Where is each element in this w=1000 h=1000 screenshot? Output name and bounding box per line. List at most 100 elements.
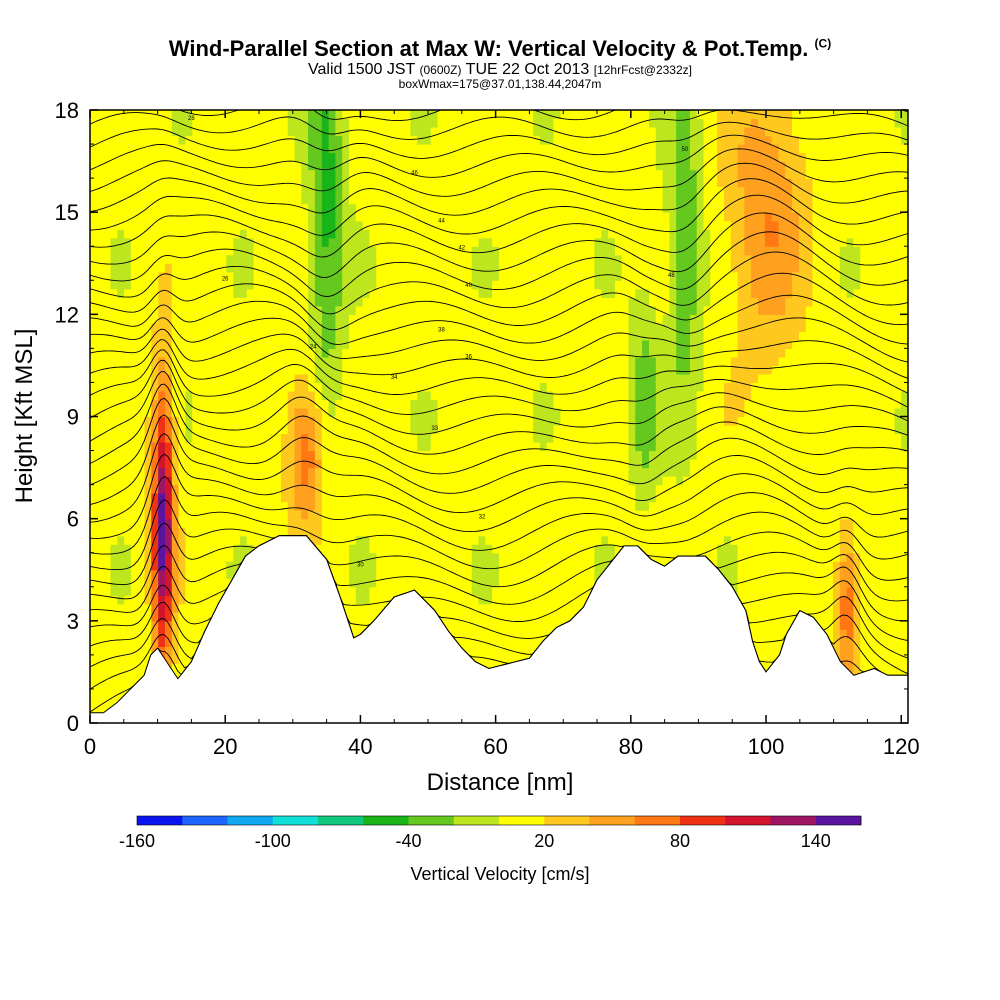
heat-cell	[471, 391, 480, 401]
heat-cell	[199, 382, 207, 392]
heat-cell	[376, 399, 384, 409]
heat-cell	[485, 493, 493, 503]
heat-cell	[362, 135, 371, 145]
heat-cell	[546, 195, 555, 205]
heat-cell	[492, 220, 500, 230]
heat-cell	[219, 569, 227, 579]
heat-cell	[90, 280, 98, 290]
heat-cell	[335, 178, 343, 188]
heat-cell	[444, 569, 452, 579]
heat-cell	[246, 348, 255, 358]
heat-cell	[349, 135, 357, 145]
heat-cell	[471, 637, 480, 647]
heat-cell	[451, 382, 459, 392]
heat-cell	[539, 620, 548, 630]
heat-cell	[417, 169, 425, 179]
heat-cell	[430, 135, 439, 145]
heat-cell	[199, 450, 207, 460]
heat-cell	[546, 237, 555, 247]
heat-cell	[110, 373, 118, 383]
heat-cell	[130, 314, 139, 324]
heat-cell	[362, 467, 371, 477]
heat-cell	[158, 331, 166, 341]
heat-cell	[451, 212, 459, 222]
heat-cell	[553, 135, 561, 145]
heat-cell	[437, 552, 445, 562]
heat-cell	[519, 399, 527, 409]
heat-cell	[512, 399, 520, 409]
heat-cell	[90, 629, 98, 639]
heat-cell	[389, 578, 398, 588]
heat-cell	[539, 220, 548, 230]
heat-cell	[389, 271, 398, 281]
heat-cell	[464, 246, 473, 256]
heat-cell	[553, 399, 561, 409]
heat-cell	[328, 220, 336, 230]
heat-cell	[233, 416, 241, 426]
heat-cell	[103, 697, 111, 707]
heat-cell	[492, 314, 500, 324]
heat-cell	[430, 450, 439, 460]
heat-cell	[117, 288, 125, 298]
heat-cell	[294, 416, 302, 426]
heat-cell	[199, 322, 207, 332]
heat-cell	[342, 476, 350, 486]
heat-cell	[137, 595, 146, 605]
heat-cell	[389, 569, 398, 579]
heat-cell	[539, 348, 548, 358]
heat-cell	[171, 178, 180, 188]
heat-cell	[96, 254, 105, 264]
heat-cell	[117, 518, 125, 528]
heat-cell	[362, 161, 371, 171]
heat-cell	[151, 595, 159, 605]
heat-cell	[321, 501, 330, 511]
heat-cell	[451, 314, 459, 324]
heat-cell	[403, 450, 411, 460]
heat-cell	[103, 595, 111, 605]
heat-cell	[253, 527, 261, 537]
heat-cell	[233, 203, 241, 213]
heat-cell	[437, 288, 445, 298]
heat-cell	[110, 382, 118, 392]
heat-cell	[437, 297, 445, 307]
heat-cell	[437, 314, 445, 324]
heat-cell	[451, 127, 459, 137]
heat-cell	[301, 169, 309, 179]
heat-cell	[185, 203, 193, 213]
heat-cell	[246, 484, 255, 494]
heat-cell	[485, 229, 493, 239]
heat-cell	[342, 425, 350, 435]
heat-cell	[294, 476, 302, 486]
heat-cell	[505, 595, 514, 605]
heat-cell	[526, 459, 534, 469]
heat-cell	[485, 254, 493, 264]
heat-cell	[328, 169, 336, 179]
heat-cell	[451, 288, 459, 298]
heat-cell	[130, 450, 139, 460]
heat-cell	[199, 603, 207, 613]
heat-cell	[205, 178, 214, 188]
heat-cell	[437, 467, 445, 477]
heat-cell	[90, 671, 98, 681]
heat-cell	[233, 331, 241, 341]
heat-cell	[233, 263, 241, 273]
heat-cell	[246, 331, 255, 341]
heat-cell	[342, 152, 350, 162]
heat-cell	[369, 450, 377, 460]
heat-cell	[144, 212, 152, 222]
heat-cell	[492, 654, 500, 664]
heat-cell	[383, 212, 391, 222]
heat-cell	[103, 254, 111, 264]
heat-cell	[260, 493, 268, 503]
heat-cell	[430, 331, 439, 341]
heat-cell	[437, 280, 445, 290]
heat-cell	[458, 391, 466, 401]
heat-cell	[219, 152, 227, 162]
heat-cell	[110, 561, 118, 571]
heat-cell	[260, 348, 268, 358]
heat-cell	[301, 527, 309, 537]
heat-cell	[144, 144, 152, 154]
heat-cell	[117, 297, 125, 307]
heat-cell	[553, 220, 561, 230]
heat-cell	[464, 203, 473, 213]
